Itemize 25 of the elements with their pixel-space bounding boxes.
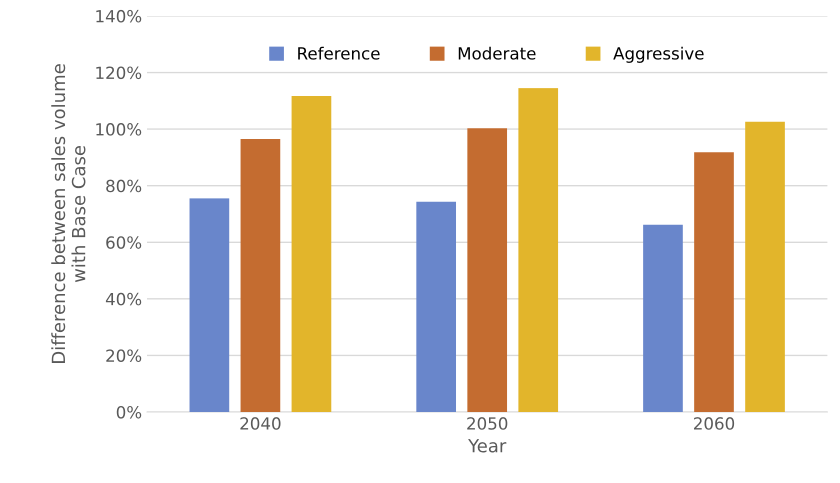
y-tick-label: 20% — [106, 349, 142, 362]
y-axis-title: Difference between sales volume with Base Case — [51, 64, 86, 363]
x-tick-label: 2060 — [694, 417, 734, 430]
y-tick-label: 0% — [116, 406, 142, 419]
legend-label: Reference — [298, 46, 380, 60]
bar — [694, 152, 734, 412]
x-tick-label: 2040 — [240, 417, 280, 430]
y-tick-label: 40% — [106, 292, 142, 306]
bar — [467, 128, 508, 412]
legend-label: Aggressive — [613, 46, 704, 63]
bar — [745, 122, 785, 412]
x-tick-label: 2050 — [467, 417, 508, 430]
y-tick-label: 80% — [106, 180, 142, 192]
bar — [643, 224, 683, 412]
legend-label: Moderate — [458, 46, 536, 60]
y-tick-label: 60% — [106, 236, 142, 249]
bar — [240, 139, 280, 412]
x-axis-title: Year — [468, 439, 506, 453]
y-tick-label: 100% — [96, 123, 142, 136]
bar — [190, 198, 230, 412]
bar — [518, 88, 558, 412]
bar — [416, 202, 456, 412]
y-tick-label: 140% — [96, 10, 142, 23]
bar — [292, 96, 332, 412]
y-tick-label: 120% — [96, 66, 142, 80]
